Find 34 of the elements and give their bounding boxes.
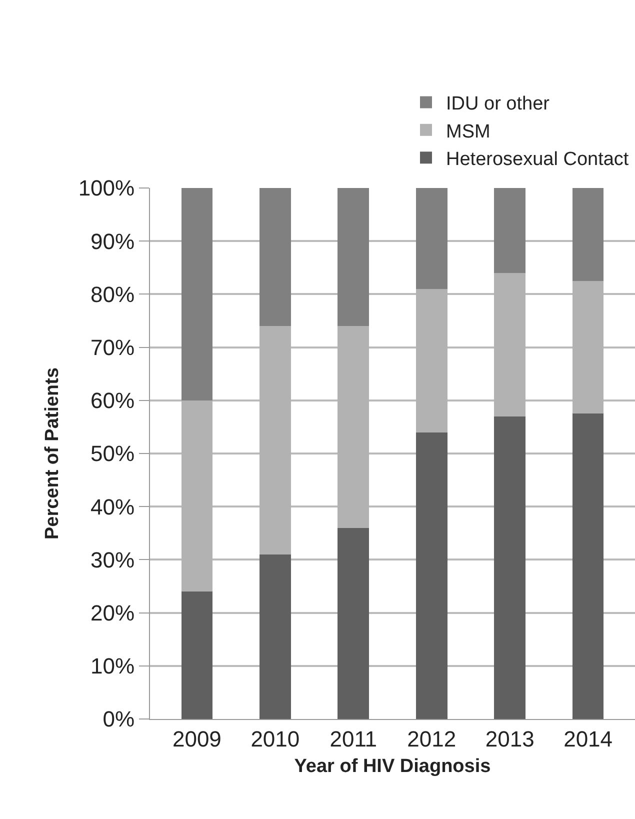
- bar: [572, 188, 604, 281]
- y-tick-label: 10%: [90, 654, 135, 679]
- bar: [494, 188, 526, 273]
- x-tick-label: 2014: [564, 726, 613, 752]
- bar: [494, 416, 526, 719]
- bar: [572, 414, 604, 719]
- bar: [338, 188, 370, 326]
- x-tick-label: 2010: [250, 726, 300, 752]
- x-tick-label: 2011: [330, 726, 378, 752]
- y-tick-label: 70%: [90, 335, 135, 360]
- legend-label: IDU or other: [446, 94, 550, 115]
- bar: [260, 188, 291, 326]
- y-tick-label: 0%: [102, 706, 135, 732]
- y-tick-label: 40%: [90, 494, 135, 520]
- y-tick-label: 100%: [78, 176, 135, 201]
- bar: [416, 432, 448, 719]
- bar: [181, 592, 213, 719]
- bar: [181, 188, 213, 400]
- x-tick-label: 2013: [485, 726, 534, 752]
- y-tick-label: 90%: [90, 228, 135, 254]
- y-axis-title: Percent of Patients: [42, 367, 64, 540]
- bar: [338, 528, 370, 719]
- y-tick-label: 50%: [90, 441, 135, 466]
- x-axis-title: Year of HIV Diagnosis: [294, 756, 491, 778]
- x-tick-label: 2012: [407, 726, 456, 752]
- legend-label: MSM: [446, 121, 490, 142]
- bar: [260, 554, 291, 719]
- y-tick-label: 20%: [90, 600, 135, 626]
- x-tick-label: 2009: [172, 726, 222, 752]
- y-tick-label: 80%: [90, 282, 135, 307]
- legend-label: Heterosexual Contact: [446, 149, 630, 170]
- y-tick-label: 60%: [90, 388, 135, 414]
- y-tick-label: 30%: [90, 547, 135, 572]
- bar: [416, 188, 448, 289]
